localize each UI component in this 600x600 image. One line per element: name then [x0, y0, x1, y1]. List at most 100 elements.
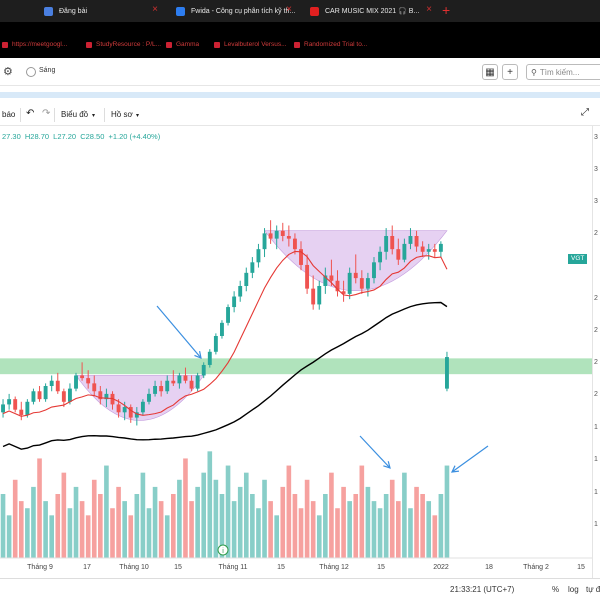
axis-tick-label: 2 [594, 295, 598, 302]
candle-body [104, 393, 109, 400]
undo-icon[interactable]: ↶ [26, 108, 35, 119]
chart-toolbar: báo ↶ ↷ Biểu đồ ▾ Hồ sơ ▾ ⤢ [0, 104, 600, 126]
gear-icon[interactable]: ⚙ [3, 66, 13, 78]
candle-body [67, 388, 72, 402]
theme-toggle-label: Sáng [39, 67, 56, 74]
volume-bar [177, 479, 182, 558]
layout-grid-icon[interactable]: ▦ [482, 64, 498, 80]
add-button[interactable]: + [502, 64, 518, 80]
volume-bar [262, 479, 267, 558]
cup-pattern [75, 375, 205, 421]
volume-bar [189, 501, 194, 558]
search-icon: ⚲ [531, 67, 537, 77]
axis-tick-label: 2 [594, 391, 598, 398]
candle-body [280, 230, 285, 236]
alert-button[interactable]: báo [2, 110, 16, 119]
bookmark-item[interactable]: StudyResource : P/L... [86, 41, 161, 48]
candle-body [286, 236, 291, 239]
candle-body [359, 278, 364, 289]
candle-body [80, 375, 85, 379]
log-scale-button[interactable]: log [568, 585, 579, 594]
volume-bar [225, 465, 231, 558]
bookmark-item[interactable]: Randomized Trial to... [294, 41, 367, 48]
candle-body [13, 399, 18, 410]
search-input[interactable]: ⚲ Tìm kiếm... [526, 64, 600, 80]
candle-body [232, 296, 237, 308]
bookmark-item[interactable]: https://meetgoogl... [2, 41, 67, 48]
candle-body [171, 380, 176, 384]
auto-scale-button[interactable]: tự đ [586, 585, 600, 594]
volume-bar [146, 508, 152, 558]
tab-title: CAR MUSIC MIX 2021 🎧 B... [325, 8, 420, 15]
volume-bar [347, 501, 352, 558]
candle-body [7, 399, 12, 405]
candle-body [92, 383, 97, 392]
candle-body [183, 375, 188, 381]
price-chart[interactable]: Tháng 9 17 Tháng 10 15 Tháng 11 15 Tháng 12 15 2… [0, 126, 592, 578]
theme-toggle[interactable] [26, 67, 36, 77]
candle-body [408, 236, 413, 244]
browser-tab[interactable]: Fwida - Công cụ phân tích kỹ th... × [176, 0, 296, 22]
volume-bar [237, 486, 243, 558]
candle-body [402, 243, 407, 260]
browser-tab[interactable]: CAR MUSIC MIX 2021 🎧 B... × [310, 0, 436, 22]
volume-bar [110, 508, 115, 558]
close-tab-icon[interactable]: × [426, 4, 432, 15]
redo-icon[interactable]: ↷ [42, 108, 51, 119]
volume-bar [43, 501, 48, 558]
bookmark-label: StudyResource : P/L... [96, 41, 162, 48]
candle-body [201, 364, 206, 376]
bookmark-item[interactable]: Levalbuterol Versus... [214, 41, 287, 48]
volume-bar [304, 479, 310, 558]
candle-body [110, 393, 115, 405]
chart-type-menu[interactable]: Biểu đồ [61, 110, 89, 119]
volume-bar [116, 486, 121, 558]
volume-bar [250, 494, 255, 558]
cup-pattern-layer [75, 230, 448, 421]
candle-body [390, 236, 395, 250]
app-toolbar: ⚙ Sáng ▦ + ⚲ Tìm kiếm... [0, 58, 600, 86]
bookmark-icon [294, 41, 300, 48]
divider [20, 108, 21, 122]
new-tab-button[interactable]: + [442, 2, 451, 18]
candle-body [207, 351, 212, 365]
volume-bar [183, 458, 188, 558]
volume-bar [37, 458, 42, 558]
bookmark-item[interactable]: Gamma [166, 41, 199, 48]
candle-body [31, 391, 36, 402]
volume-bar [152, 486, 158, 558]
candle-body [445, 357, 449, 389]
percent-scale-button[interactable]: % [552, 585, 560, 594]
annotation-arrowhead [450, 465, 460, 473]
volume-bar [408, 508, 413, 558]
candle-body [353, 272, 358, 279]
x-tick-label: Tháng 10 [119, 564, 149, 571]
volume-bar [286, 465, 292, 558]
profile-menu[interactable]: Hồ sơ [111, 110, 133, 119]
volume-bar [104, 465, 109, 558]
axis-tick-label: 1 [594, 424, 598, 431]
last-price-tag: VGT [568, 254, 588, 264]
browser-tab[interactable]: Đăng bài × [44, 0, 162, 22]
close-tab-icon[interactable]: × [152, 4, 158, 15]
volume-bar [61, 472, 67, 558]
volume-bar [371, 501, 377, 558]
price-axis[interactable] [592, 126, 600, 578]
annotation-arrowhead [194, 351, 202, 359]
fullscreen-icon[interactable]: ⤢ [581, 107, 589, 118]
volume-bar [438, 494, 444, 558]
x-tick-label: Tháng 11 [218, 564, 247, 571]
moving-average-layer [2, 250, 448, 450]
volume-bar [158, 501, 164, 558]
candle-body [195, 375, 200, 389]
close-tab-icon[interactable]: × [286, 4, 292, 15]
candle-body [426, 249, 431, 252]
x-tick-label: 2022 [433, 564, 449, 571]
candle-body [378, 251, 383, 263]
volume-bar [243, 472, 249, 558]
x-tick-label: Tháng 12 [319, 564, 349, 571]
accent-strip [0, 92, 600, 98]
candle-body [213, 336, 218, 352]
volume-bar [292, 494, 298, 558]
